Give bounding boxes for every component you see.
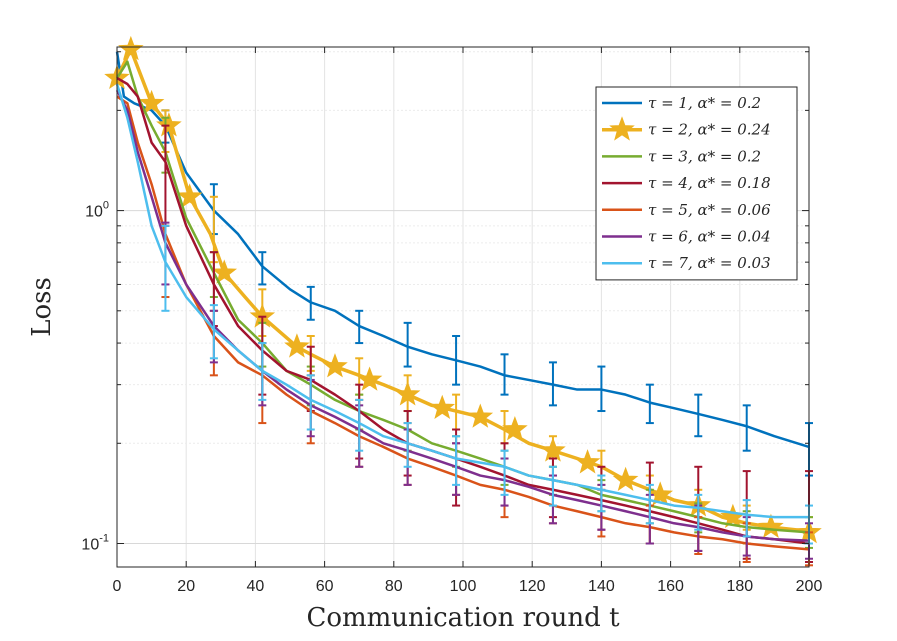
- x-tick-label: 60: [316, 578, 334, 595]
- star-marker: [211, 259, 238, 284]
- y-tick-exponent: -1: [99, 533, 109, 545]
- y-tick-label: 10-1: [81, 533, 109, 554]
- x-axis-label: Communication round t: [306, 603, 620, 633]
- star-marker: [540, 437, 566, 462]
- legend-label: τ = 5, α* = 0.06: [648, 201, 771, 219]
- star-marker: [284, 333, 310, 358]
- legend: τ = 1, α* = 0.2 τ = 2, α* = 0.24 τ = 3, α*…: [595, 86, 798, 281]
- x-tick-label: 20: [177, 578, 195, 595]
- x-tick-label: 40: [247, 578, 265, 595]
- series-line: [115, 83, 809, 519]
- y-tick-label: 100: [85, 200, 109, 221]
- star-marker: [156, 112, 182, 137]
- star-marker: [138, 89, 165, 115]
- star-marker: [647, 481, 674, 506]
- series-line: [115, 89, 810, 542]
- star-marker: [758, 513, 784, 538]
- star-marker: [612, 466, 639, 492]
- legend-label: τ = 7, α* = 0.03: [648, 254, 771, 272]
- legend-label: τ = 6, α* = 0.04: [648, 228, 771, 246]
- legend-star-marker: [609, 116, 635, 141]
- star-marker: [322, 353, 348, 378]
- series-line: [115, 51, 810, 449]
- y-tick-exponent: 0: [103, 200, 109, 212]
- star-marker: [429, 394, 456, 420]
- y-tick-base: 10: [81, 537, 99, 554]
- x-tick-label: 160: [657, 578, 684, 595]
- star-marker: [467, 403, 494, 428]
- series-line: [115, 60, 810, 534]
- legend-label: τ = 4, α* = 0.18: [648, 174, 771, 192]
- x-tick-label: 0: [113, 578, 122, 595]
- series-layer: [104, 35, 822, 567]
- star-marker: [176, 183, 203, 208]
- x-tick-label: 140: [588, 578, 615, 595]
- x-tick-label: 120: [519, 578, 546, 595]
- star-marker: [574, 449, 601, 474]
- star-marker: [118, 35, 144, 61]
- legend-label: τ = 2, α* = 0.24: [648, 121, 771, 139]
- y-tick-base: 10: [85, 204, 103, 221]
- star-marker: [502, 416, 528, 441]
- x-tick-label: 200: [796, 578, 823, 595]
- star-marker: [394, 381, 421, 406]
- star-marker: [356, 366, 383, 391]
- x-tick-label: 180: [726, 578, 753, 595]
- legend-label: τ = 3, α* = 0.2: [648, 147, 761, 165]
- x-tick-label: 100: [450, 578, 477, 595]
- x-tick-label: 80: [385, 578, 403, 595]
- legend-label: τ = 1, α* = 0.2: [648, 94, 761, 112]
- series-7: [115, 83, 813, 545]
- y-axis-label: Loss: [27, 277, 57, 337]
